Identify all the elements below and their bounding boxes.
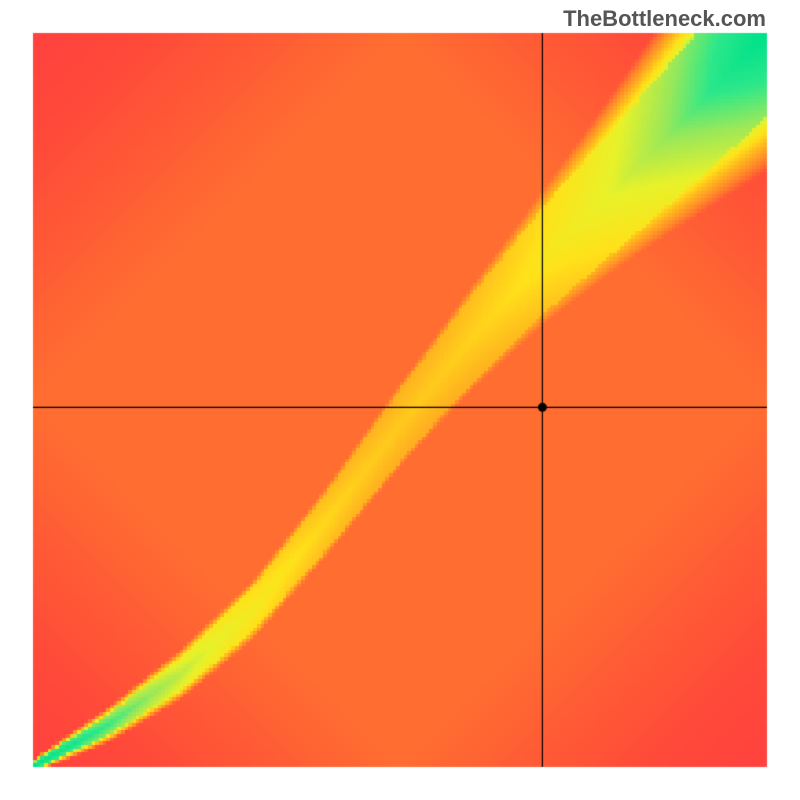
heatmap-canvas [0, 0, 800, 800]
chart-container: TheBottleneck.com [0, 0, 800, 800]
watermark-text: TheBottleneck.com [563, 6, 766, 32]
